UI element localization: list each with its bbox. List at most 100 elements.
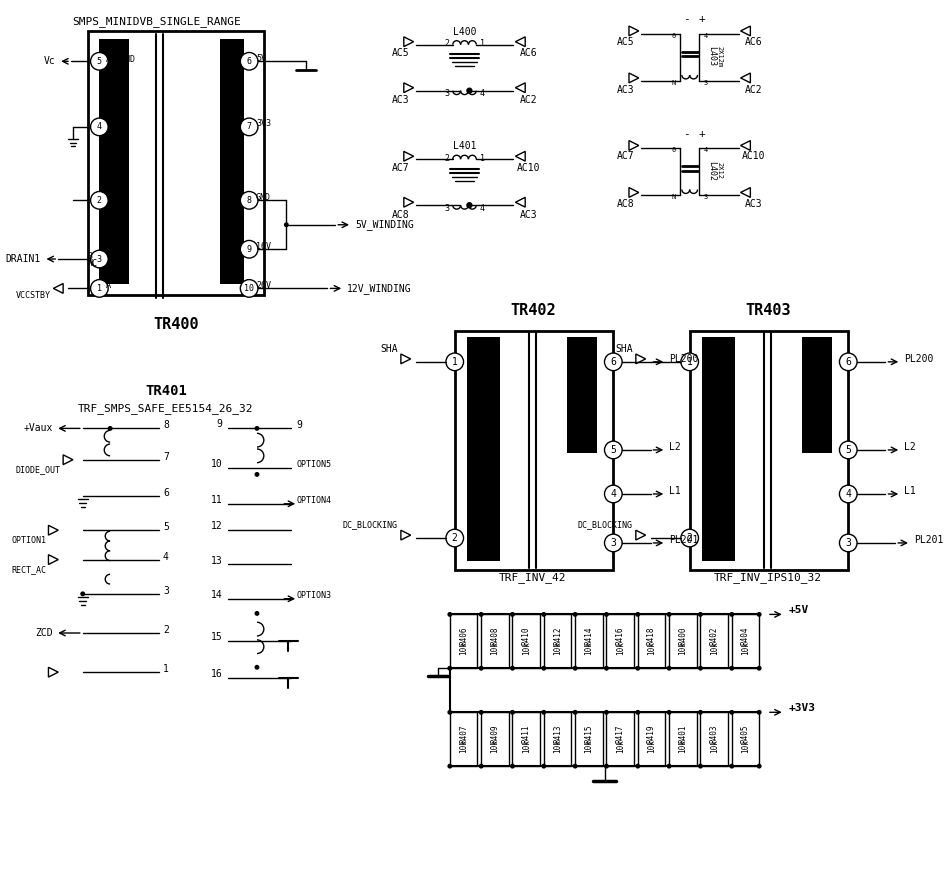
Polygon shape	[48, 526, 59, 536]
Polygon shape	[515, 37, 525, 46]
Text: GND: GND	[256, 193, 271, 202]
Circle shape	[80, 592, 85, 596]
Bar	[606, 614, 633, 668]
Text: 10: 10	[244, 284, 254, 293]
Text: SMPS_MINIDVB_SINGLE_RANGE: SMPS_MINIDVB_SINGLE_RANGE	[72, 16, 241, 27]
Text: AC2: AC2	[745, 85, 762, 95]
Text: 2: 2	[445, 39, 449, 48]
Text: +3V3: +3V3	[788, 704, 816, 713]
Text: N: N	[672, 80, 676, 86]
Text: TR402: TR402	[510, 303, 556, 318]
Text: 4: 4	[611, 489, 616, 499]
Text: 6: 6	[611, 357, 616, 367]
Text: 5: 5	[97, 57, 102, 66]
Bar	[700, 713, 728, 766]
Text: R415: R415	[584, 724, 594, 743]
Polygon shape	[741, 73, 750, 83]
Text: AC2: AC2	[519, 96, 537, 105]
Bar	[467, 337, 499, 561]
Circle shape	[510, 666, 514, 670]
Circle shape	[446, 353, 464, 371]
Bar	[702, 337, 734, 561]
Text: OPTION3: OPTION3	[296, 591, 331, 600]
Bar	[575, 614, 602, 668]
Polygon shape	[741, 26, 750, 36]
Circle shape	[108, 426, 112, 431]
Circle shape	[255, 472, 260, 477]
Text: 10k: 10k	[459, 641, 468, 655]
Polygon shape	[741, 188, 750, 198]
Text: N: N	[672, 194, 676, 200]
Text: AC8: AC8	[392, 210, 410, 220]
Text: 3: 3	[445, 204, 449, 213]
Text: AC10: AC10	[516, 163, 540, 173]
Circle shape	[241, 280, 258, 297]
Text: R414: R414	[584, 626, 594, 645]
Bar	[802, 337, 832, 453]
Polygon shape	[404, 37, 413, 46]
Text: R417: R417	[615, 724, 625, 743]
Text: 10k: 10k	[710, 641, 718, 655]
Circle shape	[510, 612, 514, 617]
Text: 10k: 10k	[647, 739, 656, 753]
Text: 4: 4	[703, 33, 707, 38]
Circle shape	[91, 53, 109, 70]
Text: 0: 0	[672, 148, 676, 154]
Text: AC3: AC3	[392, 96, 410, 105]
Text: 7: 7	[163, 451, 169, 462]
Bar	[513, 614, 540, 668]
Circle shape	[666, 763, 671, 769]
Polygon shape	[401, 530, 411, 540]
Text: 4: 4	[703, 148, 707, 154]
Text: 15: 15	[211, 632, 223, 642]
Text: AC8: AC8	[617, 199, 635, 209]
Text: AC5: AC5	[617, 37, 635, 46]
Bar	[732, 713, 759, 766]
Circle shape	[255, 611, 260, 616]
Text: R410: R410	[522, 626, 531, 645]
Text: 3: 3	[163, 586, 169, 596]
Text: R418: R418	[647, 626, 656, 645]
Text: +Vaux: +Vaux	[24, 424, 54, 434]
Circle shape	[91, 280, 109, 297]
Circle shape	[604, 666, 609, 670]
Circle shape	[604, 353, 622, 371]
Bar	[732, 614, 759, 668]
Text: AC3: AC3	[519, 210, 537, 220]
Text: 5: 5	[611, 445, 616, 455]
Text: OPTION1: OPTION1	[11, 536, 46, 544]
Text: ZCD: ZCD	[36, 628, 54, 638]
Text: 10k: 10k	[615, 641, 625, 655]
Circle shape	[447, 666, 452, 670]
Text: 10k: 10k	[741, 739, 750, 753]
Text: PL200: PL200	[669, 354, 699, 364]
Circle shape	[839, 441, 857, 459]
Circle shape	[479, 666, 483, 670]
Text: VCCSTBY: VCCSTBY	[15, 291, 50, 299]
Text: 1: 1	[480, 39, 484, 48]
Text: 6: 6	[163, 488, 169, 498]
Text: L401: L401	[453, 141, 477, 151]
Text: 10k: 10k	[459, 739, 468, 753]
Text: 10k: 10k	[522, 739, 531, 753]
Circle shape	[541, 763, 547, 769]
Text: 4: 4	[97, 122, 102, 131]
Circle shape	[447, 763, 452, 769]
Circle shape	[241, 240, 258, 258]
Circle shape	[681, 353, 699, 371]
Circle shape	[604, 441, 622, 459]
Text: 26V: 26V	[256, 281, 271, 290]
Text: 5: 5	[163, 522, 169, 532]
Polygon shape	[515, 83, 525, 93]
Text: 9: 9	[217, 419, 223, 429]
Text: 4: 4	[163, 552, 169, 561]
Text: R413: R413	[553, 724, 562, 743]
Circle shape	[446, 529, 464, 547]
Text: 10: 10	[211, 459, 223, 468]
Polygon shape	[48, 667, 59, 677]
Text: 2: 2	[452, 533, 458, 543]
Text: 10k: 10k	[553, 739, 562, 753]
Text: 7: 7	[246, 122, 252, 131]
Polygon shape	[515, 151, 525, 161]
Text: TRF_SMPS_SAFE_EE5154_26_32: TRF_SMPS_SAFE_EE5154_26_32	[78, 403, 254, 414]
